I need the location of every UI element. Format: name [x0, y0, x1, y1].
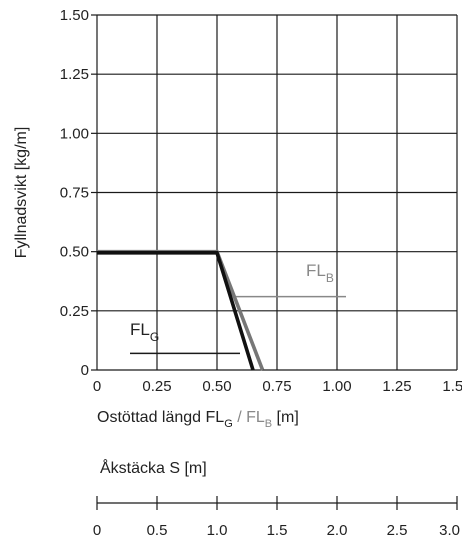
x-tick-label: 0 [93, 378, 101, 395]
y-tick-label: 0.25 [60, 303, 89, 320]
x-tick-label: 1.25 [382, 378, 411, 395]
secondary-tick-label: 2.0 [327, 522, 348, 539]
series-line-fl-g [97, 251, 255, 371]
fl-g-annotation: FLG [130, 320, 159, 344]
y-tick-label: 0.50 [60, 244, 89, 261]
y-tick-label: 1.25 [60, 66, 89, 83]
y-tick-label: 1.50 [60, 7, 89, 24]
y-tick-label: 0.75 [60, 185, 89, 202]
y-tick-label: 0 [81, 362, 89, 379]
secondary-tick-label: 2.5 [387, 522, 408, 539]
secondary-tick-label: 0 [93, 522, 101, 539]
x-tick-label: 0.50 [202, 378, 231, 395]
secondary-tick-label: 1.0 [207, 522, 228, 539]
x-tick-label: 0.75 [262, 378, 291, 395]
secondary-axis-label: Åkstäcka S [m] [100, 458, 207, 477]
secondary-tick-label: 3.0 [439, 522, 460, 539]
y-axis-label: Fyllnadsvikt [kg/m] [13, 127, 30, 259]
x-tick-label: 0.25 [142, 378, 171, 395]
y-tick-label: 1.00 [60, 125, 89, 142]
fl-b-annotation: FLB [306, 261, 334, 285]
x-axis-label: Ostöttad längd FLG / FLB [m] [97, 409, 299, 430]
x-tick-label: 1.00 [322, 378, 351, 395]
secondary-tick-label: 0.5 [147, 522, 168, 539]
secondary-tick-label: 1.5 [267, 522, 288, 539]
x-tick-label: 1.50 [442, 378, 462, 395]
